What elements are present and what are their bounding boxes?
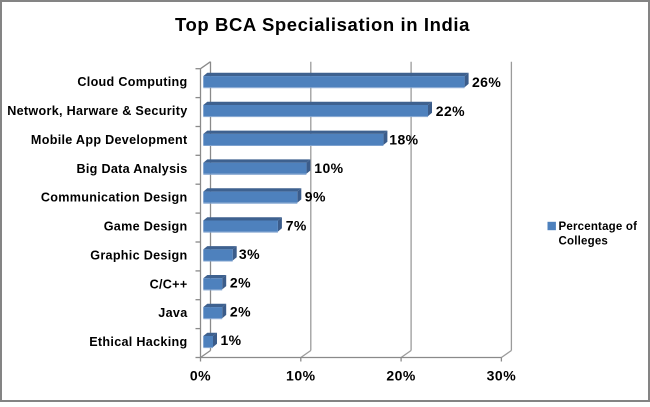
svg-text:Game Design: Game Design (104, 220, 188, 234)
svg-text:Communication Design: Communication Design (41, 191, 188, 205)
svg-text:3%: 3% (239, 246, 260, 262)
svg-text:C/C++: C/C++ (150, 277, 188, 291)
svg-text:9%: 9% (305, 189, 326, 205)
svg-text:2%: 2% (230, 303, 251, 319)
svg-text:10%: 10% (314, 160, 343, 176)
svg-text:18%: 18% (389, 131, 418, 147)
svg-text:10%: 10% (286, 367, 316, 383)
svg-text:Top BCA Specialisation in Indi: Top BCA Specialisation in India (175, 14, 470, 35)
svg-text:2%: 2% (230, 275, 251, 291)
svg-text:26%: 26% (472, 74, 501, 90)
svg-text:Mobile App Development: Mobile App Development (31, 133, 188, 147)
svg-text:20%: 20% (386, 367, 416, 383)
svg-text:Ethical Hacking: Ethical Hacking (89, 335, 187, 349)
svg-text:Big Data Analysis: Big Data Analysis (76, 162, 187, 176)
svg-text:7%: 7% (286, 217, 307, 233)
svg-text:Network, Harware & Security: Network, Harware & Security (7, 104, 187, 118)
svg-text:Cloud Computing: Cloud Computing (77, 75, 187, 89)
svg-text:Graphic Design: Graphic Design (90, 249, 187, 263)
svg-text:Percentage of: Percentage of (559, 221, 638, 233)
svg-text:22%: 22% (436, 103, 465, 119)
svg-text:30%: 30% (487, 367, 517, 383)
svg-text:0%: 0% (190, 367, 211, 383)
svg-text:Colleges: Colleges (559, 235, 609, 247)
svg-text:1%: 1% (221, 332, 242, 348)
svg-text:Java: Java (158, 306, 188, 320)
